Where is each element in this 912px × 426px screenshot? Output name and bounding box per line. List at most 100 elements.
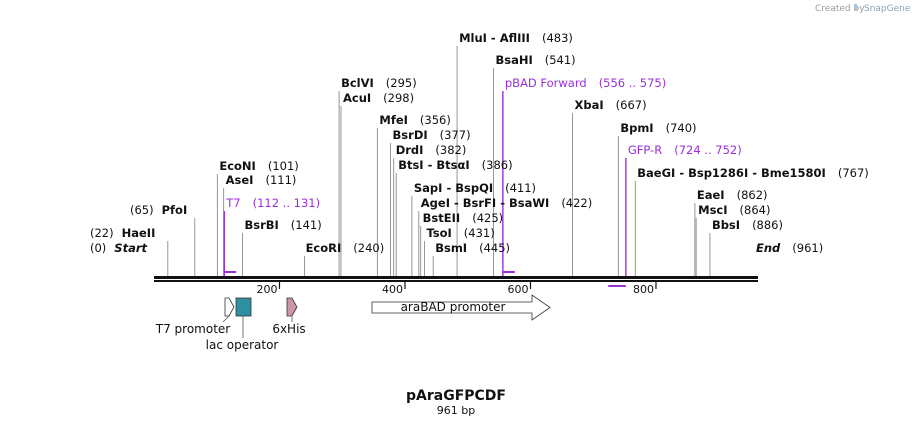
- enzyme-label-bpmi[interactable]: BpmI (740): [620, 121, 696, 135]
- site-position: (382): [435, 143, 466, 157]
- enzyme-label-btsi-bts-i[interactable]: BtsI - BtsαI (386): [398, 158, 512, 172]
- enzyme-label-sapi-bspqi[interactable]: SapI - BspQI (411): [414, 181, 536, 195]
- enzyme-label-agei-bsrfi-bsawi[interactable]: AgeI - BsrFI - BsaWI (422): [421, 196, 592, 210]
- enzyme-label-econi[interactable]: EcoNI (101): [219, 159, 298, 173]
- site-name: pBAD Forward: [505, 76, 587, 90]
- enzyme-label-pfoi[interactable]: (65) PfoI: [130, 203, 187, 217]
- site-name: BbsI: [712, 218, 740, 232]
- site-position: (445): [479, 241, 510, 255]
- site-position: (0): [90, 241, 106, 255]
- axis-tick-label-400: 400: [382, 283, 403, 296]
- site-name: BclVI: [341, 76, 374, 90]
- site-name: EcoNI: [219, 159, 255, 173]
- site-name: BsrDI: [393, 128, 428, 142]
- enzyme-label-asei[interactable]: AseI (111): [226, 173, 297, 187]
- site-name: AcuI: [343, 91, 371, 105]
- site-name: SapI - BspQI: [414, 181, 493, 195]
- enzyme-label-bsrdi[interactable]: BsrDI (377): [393, 128, 471, 142]
- site-name: BsaHI: [495, 53, 532, 67]
- site-position: (862): [737, 188, 768, 202]
- site-name: BaeGI - Bsp1286I - Bme1580I: [637, 166, 826, 180]
- site-position: (667): [616, 98, 647, 112]
- end-label-start: (0) Start: [90, 241, 148, 255]
- primer-label-gfp-r[interactable]: GFP-R (724 .. 752): [628, 143, 742, 157]
- axis-tick-label-800: 800: [633, 283, 654, 296]
- site-position: (767): [838, 166, 869, 180]
- leader-t7-promoter: [222, 315, 230, 323]
- site-position: (483): [542, 31, 573, 45]
- site-position: (961): [792, 241, 823, 255]
- site-position: (422): [561, 196, 592, 210]
- feature-label-arabad-promoter: araBAD promoter: [401, 300, 506, 314]
- credit-prefix: Created by: [815, 4, 865, 14]
- enzyme-label-tsoi[interactable]: TsoI (431): [426, 226, 494, 240]
- site-position: (541): [545, 53, 576, 67]
- site-name: MscI: [698, 203, 727, 217]
- site-position: (386): [482, 158, 513, 172]
- features: T7 promoter lac operator 6xHis araBAD promo…: [155, 294, 551, 352]
- site-position: (411): [505, 181, 536, 195]
- site-name: AseI: [226, 173, 254, 187]
- enzyme-label-bsmi[interactable]: BsmI (445): [435, 241, 510, 255]
- enzyme-label-ecori[interactable]: EcoRI (240): [306, 241, 385, 255]
- enzyme-label-bbsi[interactable]: BbsI (886): [712, 218, 783, 232]
- site-name: GFP-R: [628, 143, 662, 157]
- site-position: (141): [291, 218, 322, 232]
- site-name: AgeI - BsrFI - BsaWI: [421, 196, 550, 210]
- site-name: BsrBI: [244, 218, 278, 232]
- site-labels: (0) Start(22) HaeII (65) PfoI EcoNI (101) AseI (…: [90, 31, 869, 255]
- feature-label-lac-operator: lac operator: [206, 338, 279, 352]
- site-position: (111): [265, 173, 296, 187]
- site-position: (298): [383, 91, 414, 105]
- enzyme-label-bsrbi[interactable]: BsrBI (141): [244, 218, 321, 232]
- enzyme-label-acui[interactable]: AcuI (298): [343, 91, 414, 105]
- site-position: (295): [386, 76, 417, 90]
- feature-lac-operator[interactable]: [235, 297, 252, 317]
- site-position: (740): [666, 121, 697, 135]
- site-position: (112 .. 131): [253, 196, 321, 210]
- primer-label-t7[interactable]: T7 (112 .. 131): [225, 196, 320, 210]
- enzyme-label-bsteii[interactable]: BstEII (425): [423, 211, 503, 225]
- enzyme-label-xbai[interactable]: XbaI (667): [575, 98, 647, 112]
- site-name: BpmI: [620, 121, 653, 135]
- site-position: (431): [464, 226, 495, 240]
- axis-ticks: 200 400 600 800: [256, 282, 657, 296]
- enzyme-label-bclvi[interactable]: BclVI (295): [341, 76, 417, 90]
- enzyme-label-msci[interactable]: MscI (864): [698, 203, 770, 217]
- snapgene-logo-icon: [854, 3, 858, 11]
- site-name: XbaI: [575, 98, 604, 112]
- site-position: (240): [353, 241, 384, 255]
- site-name: HaeII: [122, 226, 156, 240]
- site-name: TsoI: [426, 226, 451, 240]
- site-position: (724 .. 752): [674, 143, 742, 157]
- enzyme-label-mlui-afliii[interactable]: MluI - AflIII (483): [459, 31, 573, 45]
- feature-t7-promoter[interactable]: [224, 297, 235, 317]
- enzyme-label-eaei[interactable]: EaeI (862): [697, 188, 768, 202]
- credit-brand: SnapGene: [864, 4, 911, 14]
- enzyme-label-haeii[interactable]: (22) HaeII: [90, 226, 155, 240]
- primer-label-pbad-forward[interactable]: pBAD Forward (556 .. 575): [505, 76, 666, 90]
- feature-arabad-promoter[interactable]: [371, 294, 551, 321]
- site-name: DrdI: [396, 143, 424, 157]
- site-name: T7: [225, 196, 240, 210]
- site-position: (356): [420, 113, 451, 127]
- site-position: (101): [268, 159, 299, 173]
- enzyme-label-drdi[interactable]: DrdI (382): [396, 143, 467, 157]
- site-name: BtsI - BtsαI: [398, 158, 469, 172]
- site-lines: [167, 46, 711, 276]
- end-label-end: End (961): [756, 241, 823, 255]
- enzyme-label-bsahi[interactable]: BsaHI (541): [495, 53, 575, 67]
- plasmid-length: 961 bp: [437, 404, 475, 417]
- site-name: MfeI: [379, 113, 408, 127]
- sequence-backbone: [154, 276, 758, 282]
- site-name: Start: [114, 241, 147, 255]
- site-name: EcoRI: [306, 241, 342, 255]
- enzyme-label-baegi-bsp1286i-bme1580i[interactable]: BaeGI - Bsp1286I - Bme1580I (767): [637, 166, 869, 180]
- enzyme-label-mfei[interactable]: MfeI (356): [379, 113, 450, 127]
- site-name: BstEII: [423, 211, 461, 225]
- site-position: (65): [130, 203, 154, 217]
- primer-marks: [224, 271, 626, 287]
- feature-label-t7-promoter: T7 promoter: [155, 322, 231, 336]
- feature-6xhis[interactable]: [286, 297, 298, 317]
